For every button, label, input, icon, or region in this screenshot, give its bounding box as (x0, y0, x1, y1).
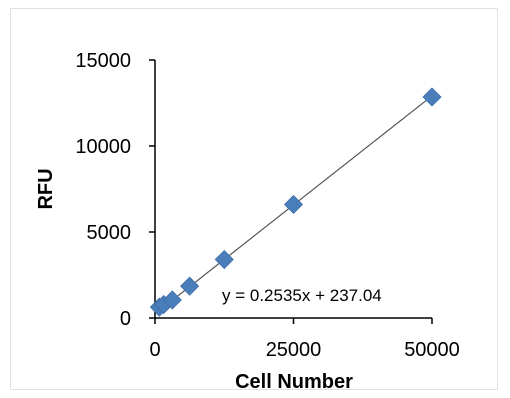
x-axis-title: Cell Number (235, 371, 353, 393)
data-point (180, 276, 200, 296)
tick-labels: 0 5000 10000 15000 0 25000 50000 (75, 50, 459, 361)
y-tick-label: 0 (120, 308, 131, 330)
data-point (283, 194, 304, 215)
data-point (214, 249, 234, 270)
axes (154, 60, 432, 319)
y-tick-label: 15000 (75, 50, 131, 72)
chart-frame (10, 8, 498, 390)
data-points (149, 87, 442, 317)
data-point (422, 87, 442, 107)
x-tick-label: 25000 (266, 339, 322, 361)
x-tick-label: 0 (149, 339, 160, 361)
x-tick-label: 50000 (404, 339, 460, 361)
data-point (162, 290, 182, 310)
y-axis-title: RFU (35, 168, 57, 209)
y-tick-label: 5000 (87, 222, 132, 244)
ticks (149, 59, 433, 324)
trendline-equation: y = 0.2535x + 237.04 (222, 286, 382, 305)
y-tick-label: 10000 (75, 136, 131, 158)
